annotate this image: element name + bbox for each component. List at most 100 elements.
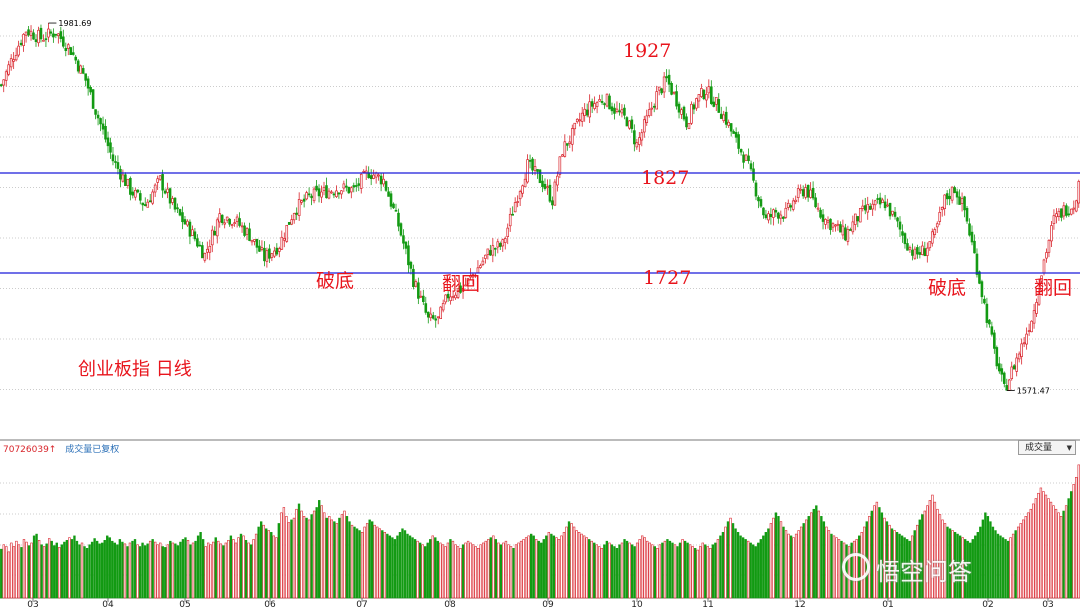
candle-body — [782, 216, 785, 219]
volume-bar — [709, 547, 712, 599]
volume-bar — [93, 538, 96, 599]
volume-bar — [1032, 503, 1035, 599]
candle-body — [213, 230, 217, 236]
candle-body — [995, 347, 999, 367]
candle-body — [198, 244, 202, 247]
volume-bar — [895, 532, 899, 599]
volume-bar — [292, 517, 296, 599]
volume-bar — [535, 539, 538, 599]
volume-bar — [360, 532, 364, 599]
volume-bar — [277, 523, 281, 599]
volume-bar — [222, 545, 225, 599]
candle-body — [342, 183, 346, 189]
candle-body — [243, 225, 246, 236]
volume-bar — [805, 519, 808, 599]
volume-bar — [340, 514, 344, 599]
candle-body — [829, 218, 832, 231]
volume-bar — [986, 516, 990, 599]
candle-body — [394, 209, 398, 212]
volume-bar — [280, 512, 283, 599]
candle-body — [623, 107, 626, 116]
candle-body — [109, 142, 112, 153]
candle-body — [409, 261, 413, 269]
candle-body — [2, 79, 6, 86]
volume-bar — [797, 530, 800, 599]
volume-indicator-select[interactable]: 成交量 ▼ — [1018, 440, 1076, 455]
candle-body — [429, 313, 433, 319]
candle-body — [44, 38, 48, 41]
volume-bar — [363, 526, 366, 599]
candle-body — [397, 212, 400, 227]
candle-body — [536, 169, 539, 172]
volume-bar — [118, 539, 122, 599]
candle-body — [424, 303, 428, 313]
volume-bar — [206, 542, 210, 599]
volume-bar — [691, 546, 694, 599]
candle-body — [675, 91, 678, 107]
volume-bar — [350, 524, 354, 599]
volume-bar — [151, 539, 154, 599]
volume-bar — [487, 539, 490, 599]
candle-body — [635, 142, 639, 148]
volume-bar — [1027, 512, 1030, 599]
candle-body — [47, 28, 50, 38]
candle-body — [208, 245, 212, 253]
candle-body — [854, 213, 857, 225]
candle-body — [712, 101, 716, 107]
candle-body — [220, 214, 224, 223]
volume-bar — [22, 539, 26, 599]
candle-body — [459, 285, 462, 293]
volume-bar — [431, 535, 434, 599]
volume-bar — [355, 528, 359, 599]
candle-body — [225, 216, 229, 221]
volume-bar — [416, 540, 419, 599]
candle-body — [680, 109, 683, 115]
candle-body — [1072, 207, 1076, 210]
volume-bar — [618, 544, 621, 599]
candle-body — [998, 363, 1001, 372]
volume-bar — [721, 532, 725, 599]
volume-bar — [938, 514, 942, 599]
volume-bar — [320, 505, 323, 599]
volume-bar — [358, 530, 361, 599]
candle-body — [1040, 275, 1043, 291]
candle-body — [248, 228, 251, 241]
volume-bar — [328, 516, 331, 599]
candle-body — [312, 188, 316, 202]
candle-body — [881, 199, 884, 204]
volume-bar — [741, 537, 745, 599]
candle-body — [66, 44, 70, 49]
volume-bar — [734, 528, 737, 599]
candle-body — [181, 212, 184, 223]
volume-bar — [133, 539, 137, 599]
candle-body — [831, 223, 835, 228]
watermark-logo-icon — [842, 553, 870, 581]
candle-body — [292, 213, 296, 221]
candle-body — [134, 190, 137, 198]
candle-body — [876, 198, 879, 200]
candle-body — [754, 182, 758, 197]
candle-body — [841, 225, 845, 236]
chevron-down-icon: ▼ — [1066, 444, 1072, 452]
candle-body — [866, 204, 870, 213]
candle-body — [819, 209, 822, 218]
volume-bar — [305, 517, 308, 599]
candle-body — [861, 205, 865, 209]
volume-bar — [5, 546, 8, 599]
volume-bar — [330, 519, 334, 599]
volume-bar — [227, 540, 230, 599]
candle-body — [486, 248, 490, 255]
candle-body — [357, 183, 361, 186]
candle-body — [4, 71, 8, 81]
candle-body — [940, 207, 944, 211]
volume-bar — [562, 532, 566, 599]
candle-body — [777, 212, 780, 219]
volume-bar — [651, 544, 654, 599]
volume-bar — [979, 526, 982, 599]
volume-bar — [439, 542, 442, 599]
volume-bar — [181, 539, 185, 599]
candle-body — [474, 274, 477, 277]
volume-bar — [406, 533, 409, 599]
volume-bar — [1069, 491, 1073, 599]
volume-bar — [275, 537, 278, 599]
